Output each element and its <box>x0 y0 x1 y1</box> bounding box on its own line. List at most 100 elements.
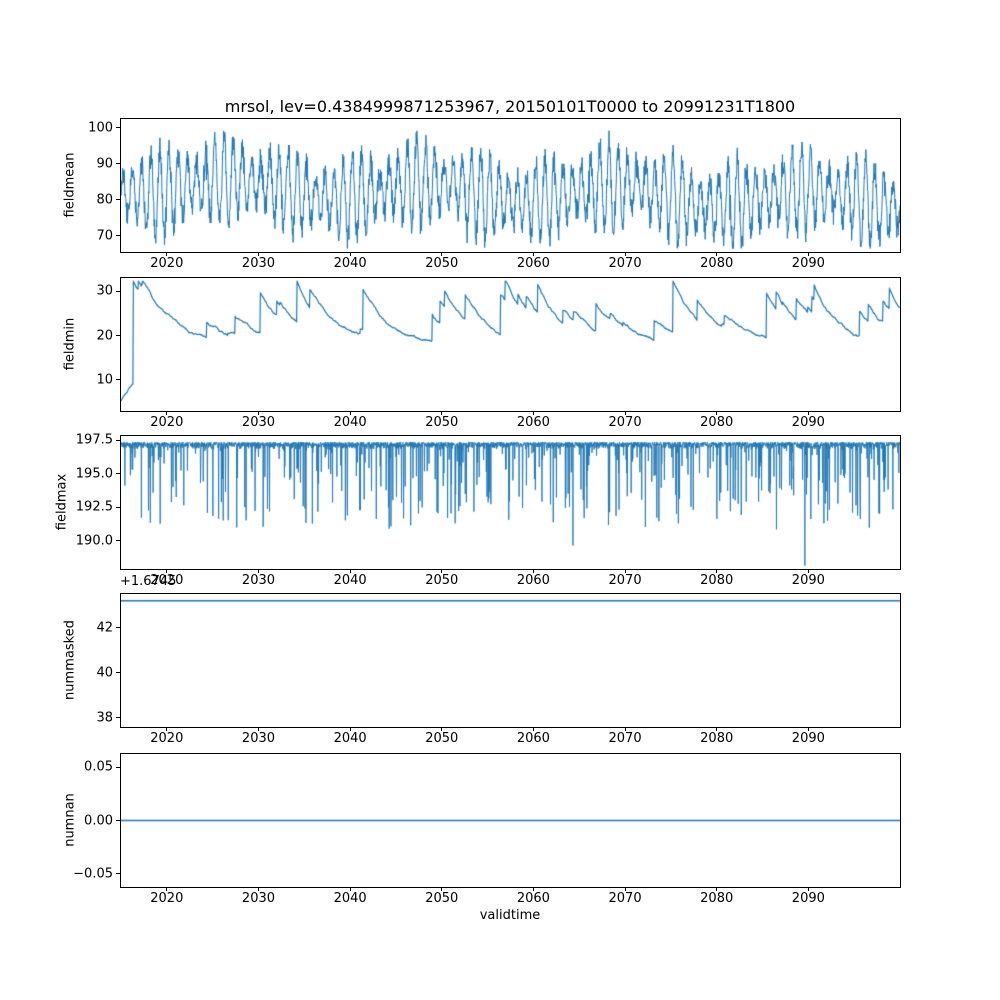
numnan-series-canvas <box>121 754 900 887</box>
x-tick-mark <box>257 252 259 256</box>
x-tick-mark <box>716 252 718 256</box>
y-tick-mark <box>116 672 120 674</box>
x-tick-label: 2080 <box>700 415 734 430</box>
x-tick-mark <box>349 569 351 573</box>
y-axis-offset-text: +1.6745 <box>120 574 177 589</box>
y-tick-label: −0.05 <box>73 866 113 882</box>
x-tick-mark <box>166 727 168 731</box>
x-tick-mark <box>624 727 626 731</box>
x-tick-label: 2060 <box>516 891 550 906</box>
fieldmax-series-canvas <box>121 436 900 569</box>
x-tick-mark <box>532 569 534 573</box>
y-tick-mark <box>116 199 120 201</box>
x-tick-label: 2070 <box>608 256 642 271</box>
subplot-fieldmax: 2020 2030 2040 2050 2060 2070 2080 2090 190.0 192… <box>76 433 901 588</box>
x-tick-mark <box>166 252 168 256</box>
x-tick-mark <box>349 411 351 415</box>
x-tick-mark <box>441 887 443 891</box>
y-tick-label: 42 <box>96 620 113 636</box>
y-tick-label: 90 <box>96 156 113 172</box>
x-tick-label: 2060 <box>516 573 550 588</box>
x-tick-mark <box>441 252 443 256</box>
x-tick-label: 2020 <box>150 415 184 430</box>
y-tick-label: 30 <box>96 283 113 299</box>
x-tick-mark <box>716 411 718 415</box>
fieldmin-series-canvas <box>121 278 900 411</box>
x-tick-mark <box>441 569 443 573</box>
x-tick-mark <box>807 727 809 731</box>
x-tick-label: 2050 <box>425 415 459 430</box>
x-tick-label: 2070 <box>608 731 642 746</box>
x-tick-mark <box>441 411 443 415</box>
x-tick-mark <box>532 411 534 415</box>
y-tick-mark <box>116 335 120 337</box>
y-tick-label: 10 <box>96 372 113 388</box>
y-tick-label: 0.05 <box>84 759 113 775</box>
y-tick-mark <box>116 163 120 165</box>
x-tick-mark <box>624 411 626 415</box>
x-tick-label: 2090 <box>791 573 825 588</box>
x-tick-mark <box>257 569 259 573</box>
x-tick-mark <box>166 887 168 891</box>
y-tick-label: 197.5 <box>75 432 113 448</box>
x-axis-label: validtime <box>479 908 541 923</box>
x-tick-label: 2060 <box>516 731 550 746</box>
x-tick-label: 2070 <box>608 415 642 430</box>
x-tick-mark <box>807 252 809 256</box>
x-tick-mark <box>257 887 259 891</box>
x-tick-mark <box>166 569 168 573</box>
x-tick-mark <box>807 887 809 891</box>
y-tick-label: 100 <box>88 120 113 136</box>
y-tick-label: 40 <box>96 665 113 681</box>
x-tick-mark <box>716 887 718 891</box>
x-tick-label: 2030 <box>241 891 276 906</box>
x-tick-label: 2030 <box>241 256 276 271</box>
y-tick-mark <box>116 439 120 441</box>
y-tick-mark <box>116 235 120 237</box>
y-tick-mark <box>116 379 120 381</box>
x-tick-label: 2090 <box>791 256 825 271</box>
ylabel-fieldmax: fieldmax <box>54 473 70 531</box>
y-tick-mark <box>116 766 120 768</box>
x-tick-label: 2040 <box>333 731 367 746</box>
x-tick-label: 2030 <box>241 731 276 746</box>
nummasked-series-canvas <box>121 594 900 727</box>
subplot-fieldmin: 2020 2030 2040 2050 2060 2070 2080 2090 10 20 30 <box>96 277 901 430</box>
ylabel-fieldmin: fieldmin <box>62 317 78 371</box>
y-tick-mark <box>116 473 120 475</box>
x-tick-mark <box>349 887 351 891</box>
x-tick-label: 2090 <box>791 415 825 430</box>
x-tick-label: 2050 <box>425 731 459 746</box>
x-tick-label: 2050 <box>425 256 459 271</box>
y-tick-label: 195.0 <box>75 466 113 482</box>
y-tick-mark <box>116 873 120 875</box>
x-tick-mark <box>624 569 626 573</box>
x-tick-mark <box>349 727 351 731</box>
x-tick-label: 2080 <box>700 573 734 588</box>
x-tick-mark <box>257 727 259 731</box>
x-tick-label: 2040 <box>333 573 367 588</box>
x-tick-mark <box>807 569 809 573</box>
subplot-fieldmean: 2020 2030 2040 2050 2060 2070 2080 2090 70 80 90 10… <box>88 118 901 271</box>
ylabel-nummasked: nummasked <box>62 620 78 700</box>
x-tick-label: 2060 <box>516 256 550 271</box>
y-tick-mark <box>116 820 120 821</box>
y-tick-mark <box>116 717 120 719</box>
x-tick-mark <box>349 252 351 256</box>
x-tick-label: 2090 <box>791 731 825 746</box>
x-tick-label: 2060 <box>516 415 550 430</box>
y-tick-mark <box>116 127 120 129</box>
x-tick-mark <box>716 569 718 573</box>
x-tick-mark <box>807 411 809 415</box>
x-tick-mark <box>166 411 168 415</box>
ylabel-numnan: numnan <box>62 793 78 847</box>
x-tick-label: 2020 <box>150 731 184 746</box>
x-tick-mark <box>532 252 534 256</box>
y-tick-label: 80 <box>96 192 113 208</box>
x-tick-mark <box>716 727 718 731</box>
y-tick-label: 190.0 <box>75 533 113 549</box>
x-tick-label: 2030 <box>241 573 276 588</box>
x-tick-mark <box>624 887 626 891</box>
y-tick-label: 0.00 <box>84 813 113 828</box>
